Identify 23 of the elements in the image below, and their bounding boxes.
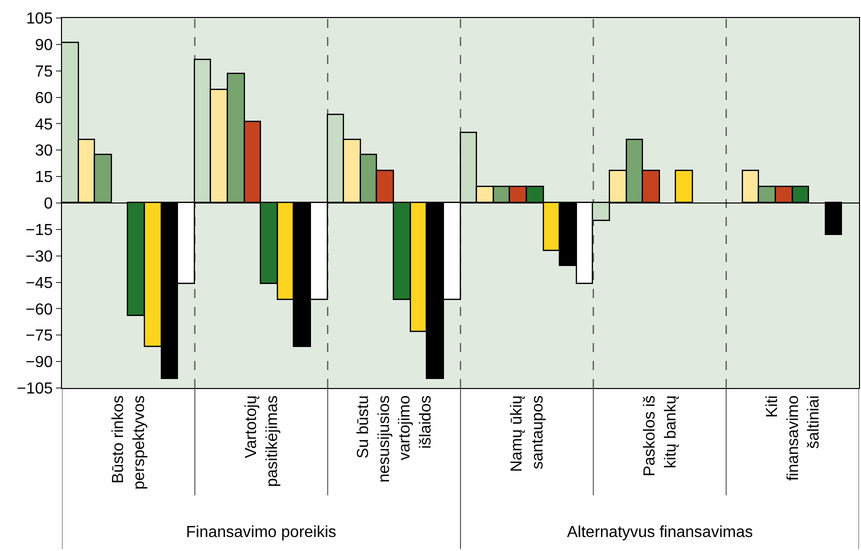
y-tick-label: −90: [26, 354, 53, 372]
y-tick-label: −60: [26, 301, 53, 318]
x-tick-label: Su būstu nesusijusios vartojimo išlaidos: [355, 395, 434, 483]
y-tick-label: −30: [26, 248, 53, 266]
y-tick-label: 60: [35, 90, 53, 107]
y-tick-label: 90: [35, 37, 53, 54]
x-tick-label: Būsto rinkos perspektyvos: [110, 395, 148, 490]
y-tick-label: −15: [26, 222, 53, 240]
y-tick-label: 15: [35, 169, 53, 186]
y-tick-label: −45: [26, 274, 53, 292]
y-tick-label: 30: [35, 142, 53, 160]
y-tick-label: 105: [26, 10, 53, 28]
x-tick-label: Kiti finansavimo šaltiniai: [764, 395, 823, 481]
x-tick-label: Namų ūkių santaupos: [508, 395, 547, 472]
text: Finansavimo poreikis: [186, 524, 336, 541]
y-tick-label: 75: [35, 63, 53, 80]
x-tick-label: Vartotojų pasitikėjimas: [243, 395, 281, 487]
y-tick-label: −105: [16, 380, 53, 398]
text: Alternatyvus finansavimas: [567, 524, 753, 541]
y-tick-label: 0: [44, 196, 53, 213]
y-tick-label: −75: [26, 328, 53, 345]
y-tick-label: 45: [35, 116, 53, 134]
x-tick-label: Paskolos iš kitų bankų: [642, 395, 680, 476]
